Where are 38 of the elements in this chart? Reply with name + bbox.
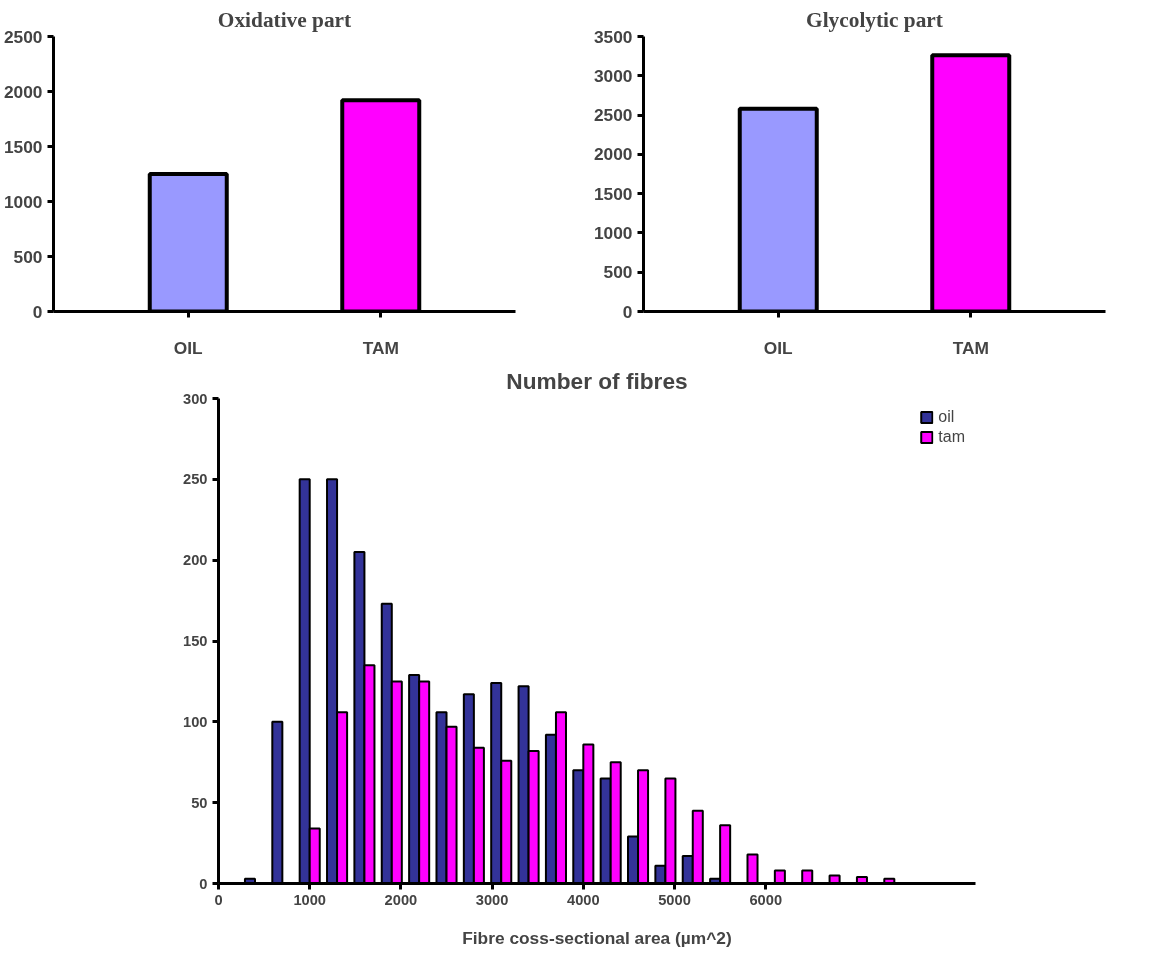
y-tick-label: 300 — [183, 390, 208, 407]
y-tick-label: 1000 — [3, 191, 43, 212]
y-tick-label: 500 — [603, 262, 633, 283]
y-tick-label: 500 — [13, 246, 43, 267]
y-tick-label: 0 — [622, 301, 633, 322]
y-tick-label: 0 — [199, 875, 208, 892]
legend-label: oil — [938, 408, 956, 426]
y-tick-label: 3000 — [593, 65, 633, 86]
x-tick-label: 5000 — [658, 891, 691, 908]
y-tick-label: 200 — [183, 552, 208, 569]
x-axis-title: Fibre coss-sectional area (µm^2) — [462, 927, 732, 948]
y-tick-label: 50 — [191, 794, 208, 811]
x-tick-label: 6000 — [749, 891, 783, 908]
y-tick-label: 2500 — [3, 26, 43, 47]
x-tick-label: TAM — [952, 337, 989, 358]
y-tick-label: 3500 — [593, 26, 633, 47]
y-tick-label: 100 — [183, 713, 208, 730]
x-tick-label: 0 — [214, 891, 223, 908]
y-tick-label: 2000 — [3, 81, 43, 102]
chart-title: Number of fibres — [506, 367, 688, 394]
y-tick-label: 2000 — [593, 144, 633, 165]
chart-title: Oxidative part — [217, 7, 353, 32]
y-tick-label: 1000 — [593, 222, 633, 243]
x-tick-label: 1000 — [293, 891, 327, 908]
y-tick-label: 1500 — [593, 183, 633, 204]
y-tick-label: 150 — [183, 633, 208, 649]
x-tick-label: 2000 — [384, 891, 418, 908]
x-tick-label: OIL — [173, 337, 204, 358]
x-tick-label: OIL — [763, 337, 794, 358]
legend-label: tam — [938, 428, 965, 446]
y-tick-label: 250 — [183, 471, 208, 488]
x-tick-label: 4000 — [567, 891, 600, 908]
y-tick-label: 1500 — [3, 136, 43, 157]
x-tick-label: 3000 — [475, 891, 509, 908]
y-tick-label: 0 — [32, 301, 43, 322]
y-tick-label: 2500 — [593, 105, 633, 126]
x-tick-label: TAM — [362, 337, 399, 358]
chart-title: Glycolytic part — [806, 7, 944, 32]
